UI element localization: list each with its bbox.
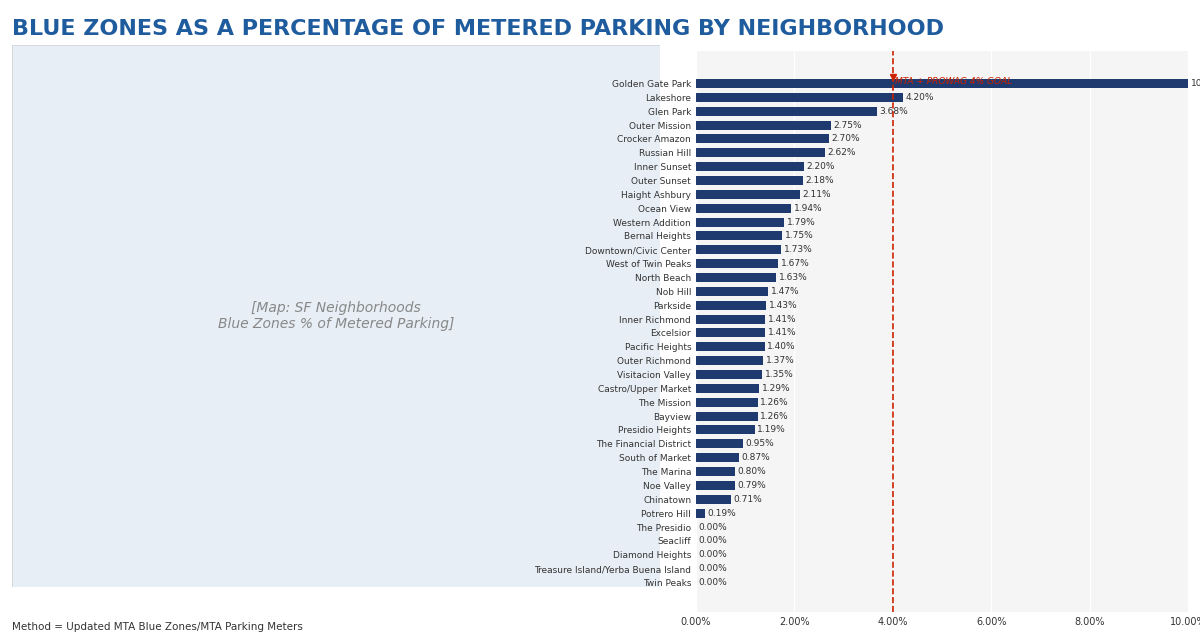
Bar (696, 300, 767, 310)
FancyBboxPatch shape (12, 45, 660, 587)
Text: 2.18%: 2.18% (805, 176, 834, 185)
Text: 0.80%: 0.80% (738, 467, 767, 476)
Bar (696, 508, 706, 517)
Bar (696, 467, 736, 476)
Text: 1.75%: 1.75% (785, 232, 814, 241)
Bar (696, 162, 804, 171)
Bar (696, 315, 766, 323)
Text: 0.00%: 0.00% (698, 523, 727, 531)
Bar (696, 412, 758, 420)
Bar (696, 481, 734, 490)
Text: 2.62%: 2.62% (827, 148, 856, 158)
Text: 0.00%: 0.00% (698, 550, 727, 560)
Text: 1.43%: 1.43% (769, 300, 798, 310)
Text: BLUE ZONES AS A PERCENTAGE OF METERED PARKING BY NEIGHBORHOOD: BLUE ZONES AS A PERCENTAGE OF METERED PA… (12, 19, 944, 39)
Bar (696, 343, 764, 352)
Text: 0.00%: 0.00% (698, 564, 727, 573)
Bar (696, 218, 784, 226)
Text: 1.26%: 1.26% (761, 397, 790, 407)
Text: 1.63%: 1.63% (779, 273, 808, 282)
Bar (696, 232, 782, 241)
Text: 1.26%: 1.26% (761, 412, 790, 420)
Text: 0.71%: 0.71% (733, 495, 762, 504)
Bar (696, 245, 781, 255)
Text: 0.95%: 0.95% (745, 440, 774, 449)
Bar (696, 329, 766, 338)
Bar (696, 287, 768, 296)
Text: 1.41%: 1.41% (768, 329, 797, 338)
Text: 2.11%: 2.11% (803, 190, 830, 199)
Bar (696, 384, 760, 393)
Text: MTA + PROWAG 4% GOAL: MTA + PROWAG 4% GOAL (895, 77, 1013, 85)
Text: [Map: SF Neighborhoods
Blue Zones % of Metered Parking]: [Map: SF Neighborhoods Blue Zones % of M… (218, 300, 454, 331)
Bar (696, 176, 803, 185)
Text: 1.73%: 1.73% (784, 246, 812, 255)
Text: 1.37%: 1.37% (766, 356, 794, 365)
Text: 0.00%: 0.00% (698, 537, 727, 545)
Bar (696, 135, 829, 144)
Bar (696, 204, 792, 212)
Text: 3.68%: 3.68% (880, 107, 908, 115)
Bar (696, 79, 1188, 88)
Text: 1.41%: 1.41% (768, 315, 797, 323)
Bar (696, 370, 762, 379)
Bar (696, 440, 743, 449)
Bar (696, 107, 877, 115)
Text: 1.35%: 1.35% (764, 370, 793, 379)
Text: 0.00%: 0.00% (698, 578, 727, 587)
Bar (696, 453, 739, 462)
Text: 1.19%: 1.19% (757, 426, 786, 434)
Bar (696, 121, 832, 130)
Text: 2.75%: 2.75% (834, 121, 863, 130)
Text: 4.20%: 4.20% (905, 93, 934, 102)
Bar (696, 148, 824, 158)
Text: 1.79%: 1.79% (786, 218, 815, 226)
Bar (696, 273, 776, 282)
Bar (696, 93, 902, 102)
Text: 0.87%: 0.87% (742, 453, 770, 462)
Text: 1.67%: 1.67% (781, 259, 809, 268)
Bar (696, 495, 731, 504)
Text: 1.94%: 1.94% (794, 204, 822, 212)
Text: 2.20%: 2.20% (806, 162, 835, 171)
Text: 1.40%: 1.40% (767, 343, 796, 352)
Bar (696, 397, 758, 407)
Bar (696, 259, 778, 268)
Text: Method = Updated MTA Blue Zones/MTA Parking Meters: Method = Updated MTA Blue Zones/MTA Park… (12, 621, 302, 632)
Bar (696, 426, 755, 434)
Bar (696, 190, 800, 199)
Text: 0.19%: 0.19% (708, 508, 737, 517)
Text: 0.79%: 0.79% (737, 481, 766, 490)
Text: 2.70%: 2.70% (832, 135, 860, 144)
Text: 10.00%: 10.00% (1190, 79, 1200, 88)
Text: 1.47%: 1.47% (770, 287, 799, 296)
Bar (696, 356, 763, 365)
Text: 1.29%: 1.29% (762, 384, 791, 393)
